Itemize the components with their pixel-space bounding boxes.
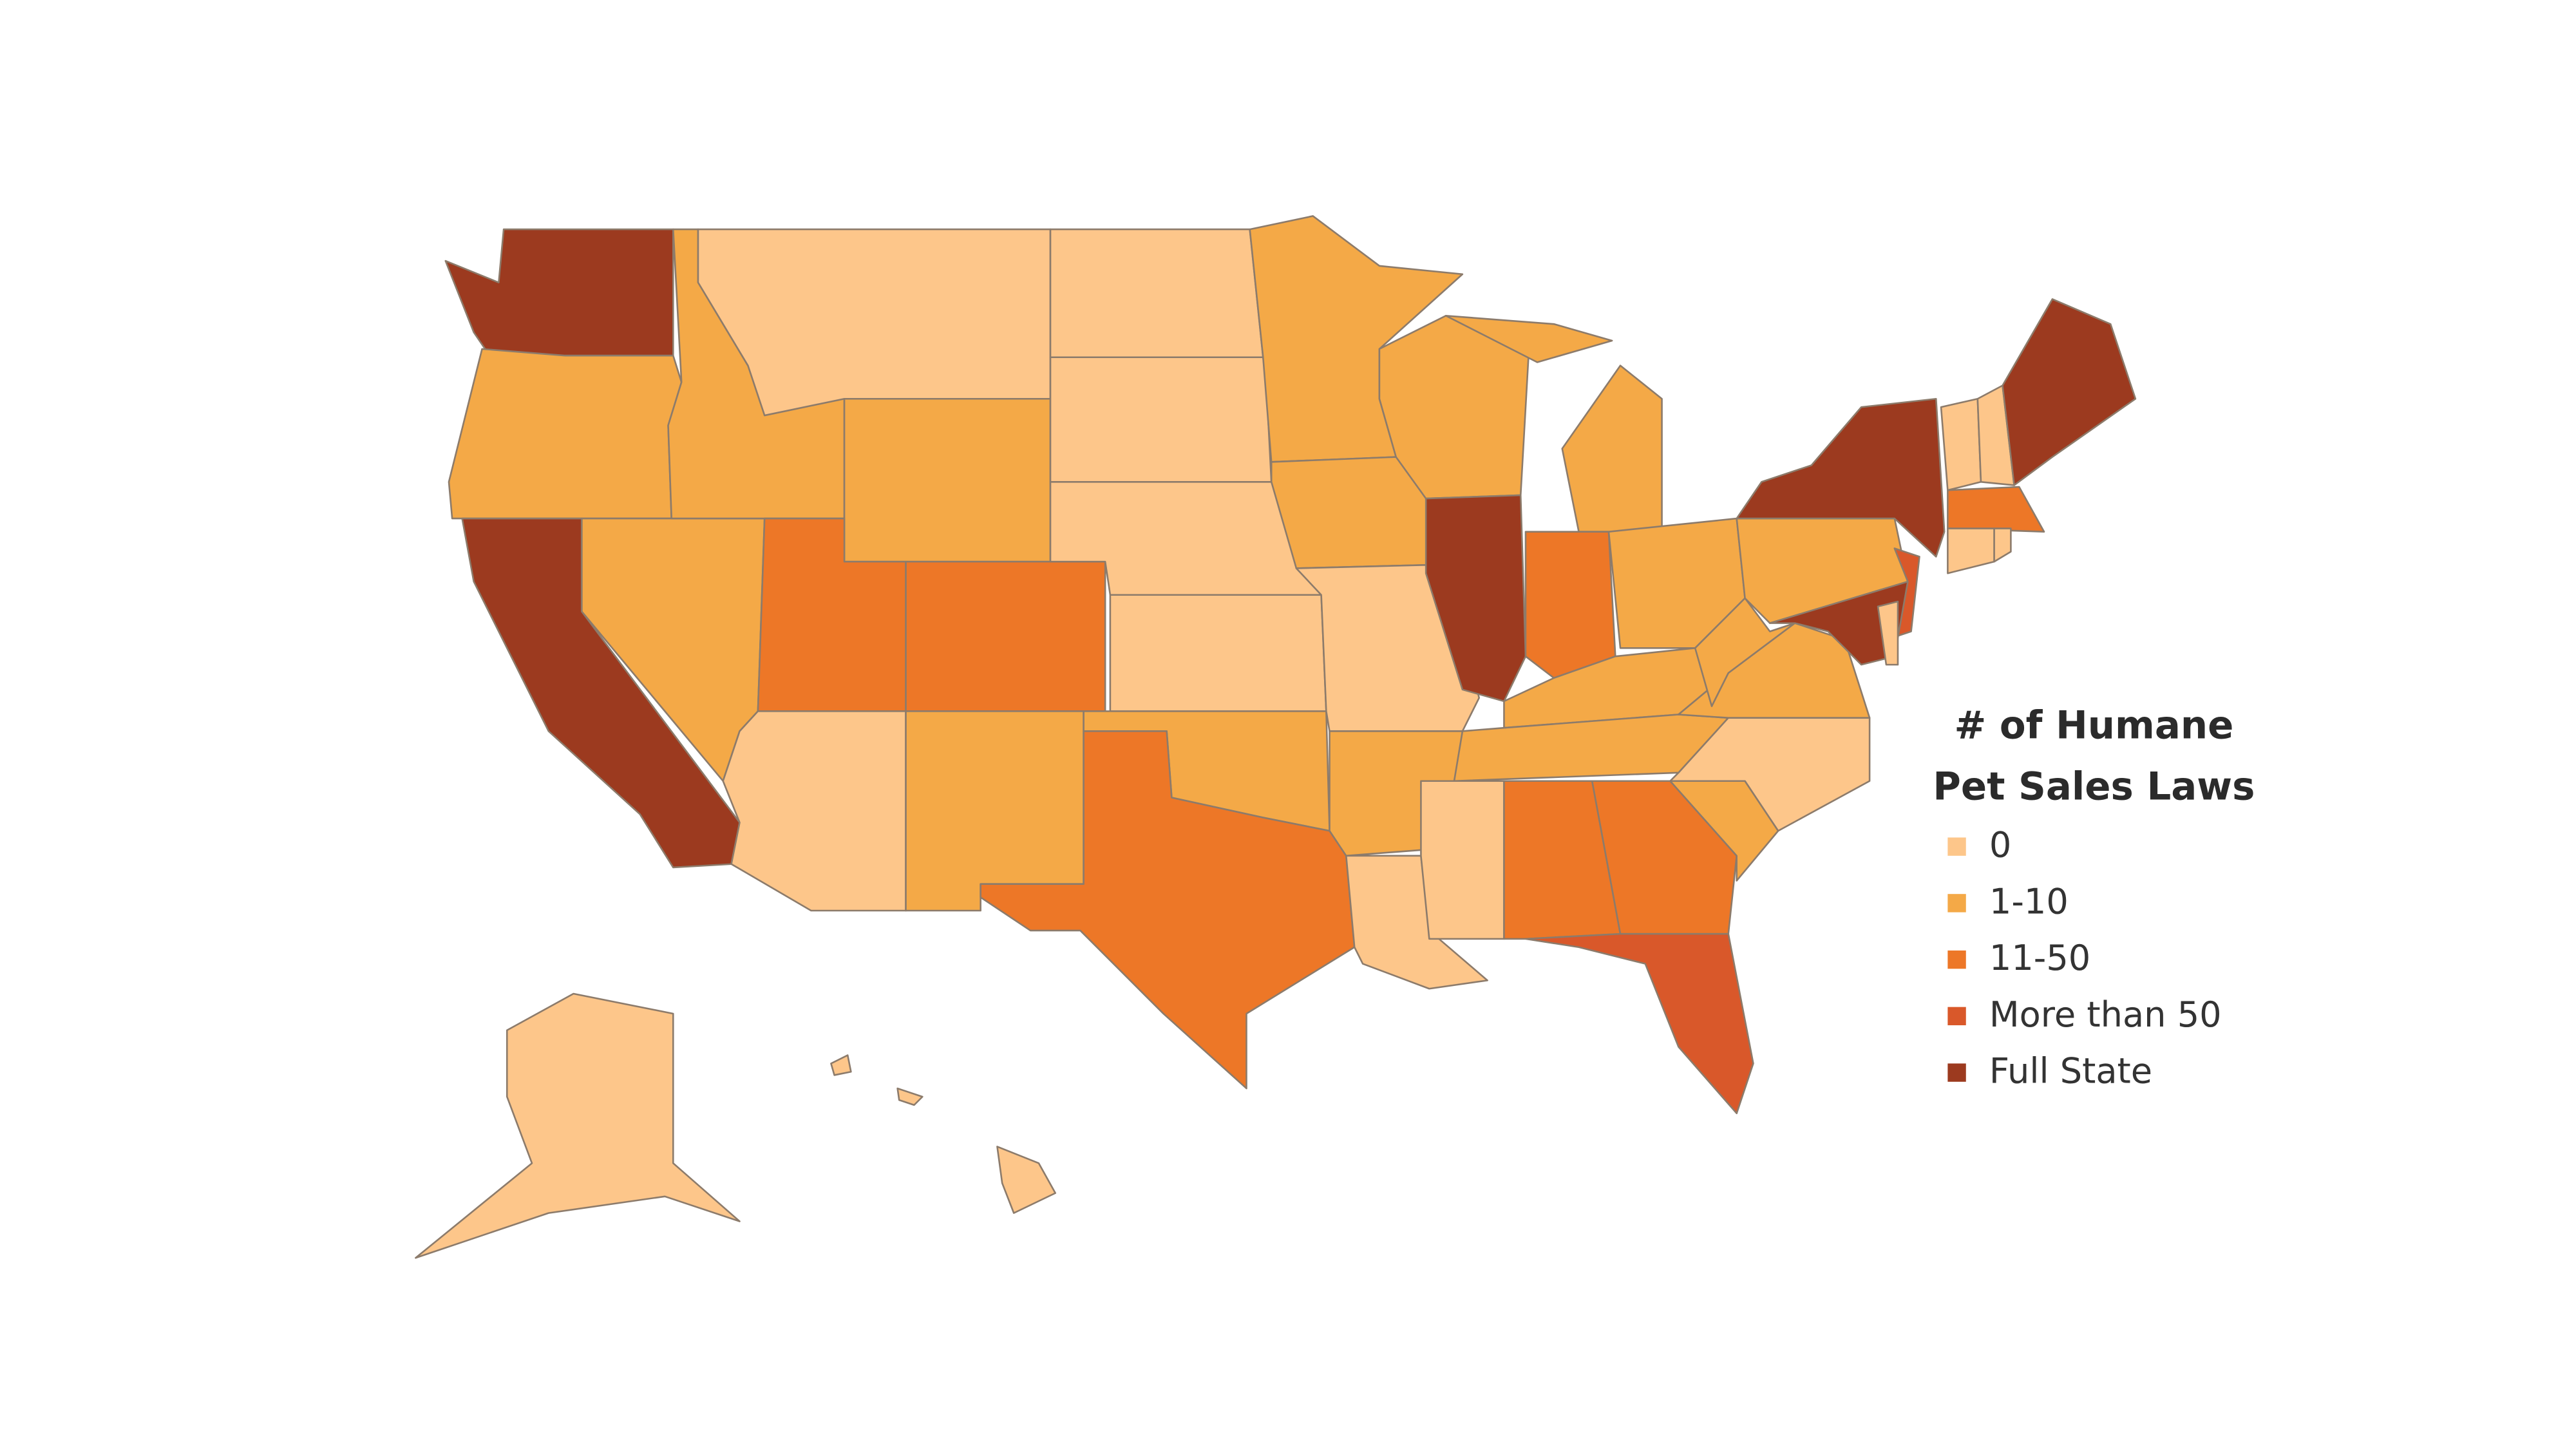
- legend-swatch: [1947, 1063, 1966, 1082]
- state: [1444, 314, 1613, 363]
- legend-label: More than 50: [1989, 994, 2222, 1035]
- state: [1420, 780, 1505, 940]
- state: [980, 730, 1356, 1090]
- state: [448, 348, 683, 520]
- state: [2002, 298, 2137, 486]
- legend-title: Pet Sales Laws: [1933, 764, 2255, 809]
- state: [1947, 486, 2045, 533]
- state: [896, 1087, 923, 1106]
- legend-label: Full State: [1989, 1050, 2152, 1091]
- state: [1109, 594, 1327, 712]
- state: [1524, 933, 1754, 1115]
- legend-swatch: [1947, 837, 1966, 856]
- state: [1993, 527, 2012, 563]
- state: [1591, 780, 1738, 935]
- state: [1049, 228, 1264, 359]
- state: [1768, 580, 1909, 666]
- states: [415, 215, 2137, 1259]
- legend-label: 11-50: [1989, 938, 2090, 978]
- state: [830, 1054, 852, 1076]
- state: [1736, 397, 1946, 558]
- state: [996, 1146, 1057, 1214]
- state: [1524, 531, 1616, 679]
- legend-label: 0: [1989, 825, 2011, 866]
- legend-title: # of Humane: [1955, 703, 2234, 747]
- state: [722, 710, 907, 912]
- legend-swatch: [1947, 1007, 1966, 1026]
- legend-swatch: [1947, 894, 1966, 913]
- state: [1940, 397, 1982, 491]
- state: [1877, 600, 1899, 666]
- legend-swatch: [1947, 950, 1966, 969]
- state: [444, 228, 674, 370]
- state: [905, 560, 1106, 712]
- legend-label: 1-10: [1989, 881, 2069, 922]
- state: [415, 992, 741, 1259]
- state: [1049, 356, 1273, 483]
- state: [905, 710, 1084, 912]
- state: [843, 397, 1052, 563]
- state: [1947, 527, 1995, 574]
- legend: # of Humane Pet Sales Laws 0 1-10 11-50 Mor…: [1933, 703, 2255, 1091]
- state: [1561, 365, 1663, 533]
